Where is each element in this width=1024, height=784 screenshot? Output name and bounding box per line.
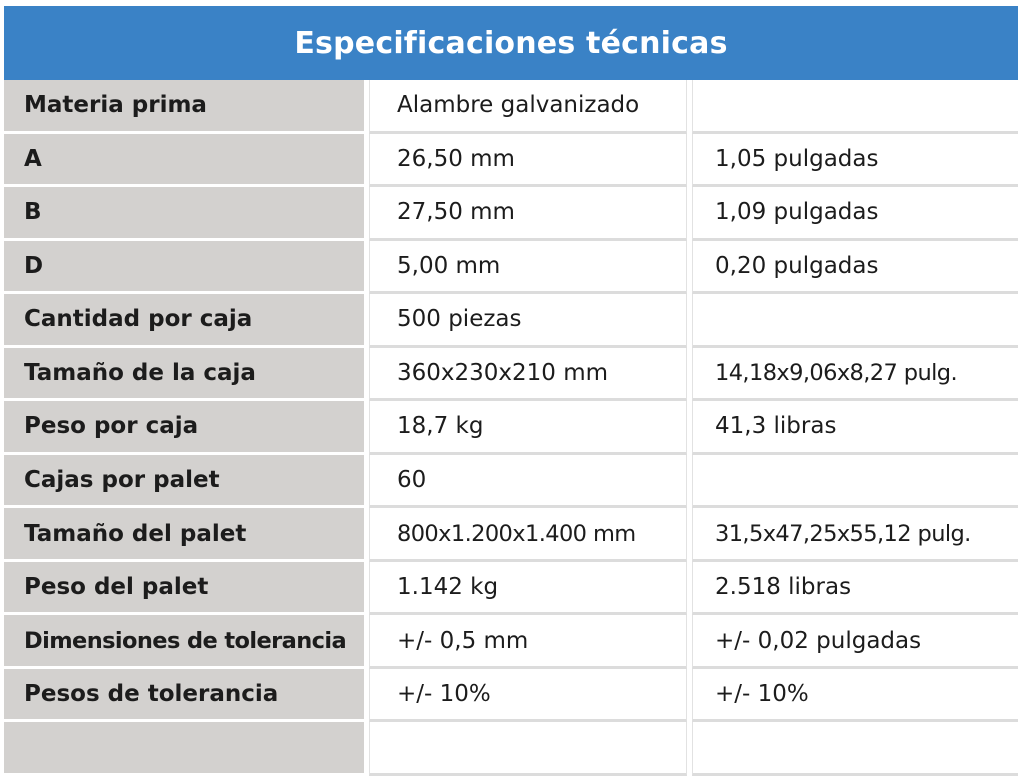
row-value-metric-dimensiones-de-tolerancia: +/- 0,5 mm <box>369 615 687 669</box>
row-value-imperial-materia-prima <box>692 80 1018 134</box>
row-value-imperial-empty <box>692 722 1018 776</box>
row-value-imperial-peso-del-palet: 2.518 libras <box>692 561 1018 616</box>
row-value-metric-tamano-de-la-caja: 360x230x210 mm <box>369 347 687 402</box>
row-label-dimensiones-de-tolerancia: Dimensiones de tolerancia <box>4 615 364 669</box>
row-value-metric-b: 27,50 mm <box>369 187 687 241</box>
row-value-metric-peso-por-caja: 18,7 kg <box>369 401 687 455</box>
row-label-pesos-de-tolerancia: Pesos de tolerancia <box>4 668 364 723</box>
spec-title: Especificaciones técnicas <box>4 6 1018 80</box>
row-value-metric-tamano-del-palet: 800x1.200x1.400 mm <box>369 508 687 562</box>
row-value-imperial-pesos-de-tolerancia: +/- 10% <box>692 668 1018 723</box>
row-label-peso-del-palet: Peso del palet <box>4 561 364 616</box>
row-value-imperial-a: 1,05 pulgadas <box>692 133 1018 188</box>
row-value-imperial-d: 0,20 pulgadas <box>692 240 1018 295</box>
row-value-metric-a: 26,50 mm <box>369 133 687 188</box>
row-label-d: D <box>4 240 364 295</box>
row-value-imperial-cajas-por-palet <box>692 454 1018 509</box>
row-value-metric-cajas-por-palet: 60 <box>369 454 687 509</box>
row-value-metric-cantidad-por-caja: 500 piezas <box>369 294 687 348</box>
row-value-imperial-peso-por-caja: 41,3 libras <box>692 401 1018 455</box>
row-value-imperial-tamano-de-la-caja: 14,18x9,06x8,27 pulg. <box>692 347 1018 402</box>
row-value-imperial-dimensiones-de-tolerancia: +/- 0,02 pulgadas <box>692 615 1018 669</box>
row-value-metric-peso-del-palet: 1.142 kg <box>369 561 687 616</box>
spec-table: Materia prima Alambre galvanizado A 26,5… <box>4 80 1018 776</box>
row-value-metric-d: 5,00 mm <box>369 240 687 295</box>
row-label-materia-prima: Materia prima <box>4 80 364 134</box>
row-label-cantidad-por-caja: Cantidad por caja <box>4 294 364 348</box>
row-label-tamano-del-palet: Tamaño del palet <box>4 508 364 562</box>
row-value-imperial-cantidad-por-caja <box>692 294 1018 348</box>
row-value-metric-empty <box>369 722 687 776</box>
row-value-metric-pesos-de-tolerancia: +/- 10% <box>369 668 687 723</box>
row-value-imperial-b: 1,09 pulgadas <box>692 187 1018 241</box>
row-label-a: A <box>4 133 364 188</box>
row-label-b: B <box>4 187 364 241</box>
row-label-tamano-de-la-caja: Tamaño de la caja <box>4 347 364 402</box>
row-label-peso-por-caja: Peso por caja <box>4 401 364 455</box>
row-label-empty <box>4 722 364 776</box>
row-label-cajas-por-palet: Cajas por palet <box>4 454 364 509</box>
row-value-imperial-tamano-del-palet: 31,5x47,25x55,12 pulg. <box>692 508 1018 562</box>
row-value-metric-materia-prima: Alambre galvanizado <box>369 80 687 134</box>
